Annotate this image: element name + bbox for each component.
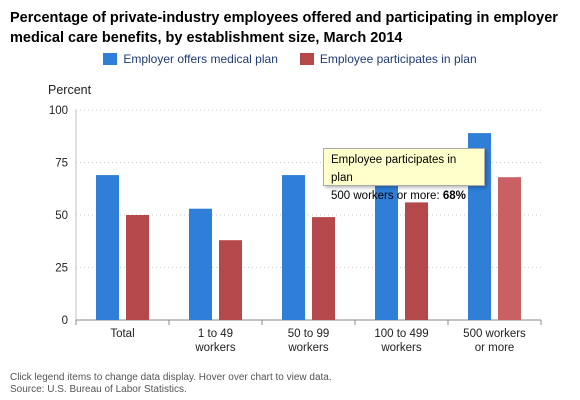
- x-category-label-line: workers: [194, 342, 236, 354]
- y-axis-title: Percent: [48, 83, 92, 97]
- x-category-label: 100 to 499 workers: [374, 328, 428, 354]
- x-category-label-line: 500 workers: [463, 328, 526, 340]
- y-tick-label: 0: [62, 315, 68, 327]
- tooltip: Employee participates in plan 500 worker…: [323, 148, 485, 202]
- x-category-label-line: 50 to 99: [288, 328, 330, 340]
- chart-notes: Click legend items to change data displa…: [10, 372, 332, 396]
- bar-participates-2[interactable]: [312, 217, 335, 320]
- bar-participates-1[interactable]: [219, 240, 242, 320]
- legend-label-offers: Employer offers medical plan: [123, 52, 278, 66]
- bar-participates-0[interactable]: [126, 215, 149, 320]
- x-category-label: 50 to 99 workers: [287, 328, 329, 354]
- bar-participates-4[interactable]: [498, 177, 521, 320]
- x-category-label-line: Total: [110, 328, 134, 340]
- x-category-label: 1 to 49 workers: [194, 328, 236, 354]
- chart-title: Percentage of private-industry employees…: [10, 10, 558, 46]
- legend-swatch-participates: [299, 53, 314, 65]
- x-category-label-line: workers: [287, 342, 329, 354]
- x-category-label-line: 1 to 49: [198, 328, 233, 340]
- legend-item-offers[interactable]: Employer offers medical plan: [103, 50, 278, 68]
- y-tick-label: 50: [55, 210, 68, 222]
- legend-item-participates[interactable]: Employee participates in plan: [299, 50, 477, 68]
- bar-offers-0[interactable]: [96, 175, 119, 320]
- bar-offers-2[interactable]: [282, 175, 305, 320]
- y-tick-label: 75: [55, 158, 68, 170]
- tooltip-value-line: 500 workers or more: 68%: [331, 187, 477, 205]
- legend: Employer offers medical plan Employee pa…: [0, 50, 580, 68]
- y-tick-label: 25: [55, 263, 68, 275]
- note-source: Source: U.S. Bureau of Labor Statistics.: [10, 384, 187, 395]
- x-category-label-line: 100 to 499: [374, 328, 428, 340]
- tooltip-value: 68%: [442, 190, 466, 202]
- legend-label-participates: Employee participates in plan: [319, 52, 477, 66]
- y-tick-label: 100: [49, 105, 68, 117]
- bar-participates-3[interactable]: [405, 202, 428, 320]
- tooltip-series: Employee participates in plan: [331, 154, 457, 184]
- x-category-label-line: or more: [475, 342, 515, 354]
- note-instructions: Click legend items to change data displa…: [10, 372, 332, 383]
- x-category-label-line: workers: [380, 342, 422, 354]
- bar-offers-3[interactable]: [375, 185, 398, 320]
- x-category-label: 500 workers or more: [463, 328, 526, 354]
- legend-swatch-offers: [103, 53, 118, 65]
- x-category-label: Total: [110, 328, 134, 340]
- bar-offers-1[interactable]: [189, 208, 212, 320]
- tooltip-category: 500 workers or more:: [331, 190, 440, 202]
